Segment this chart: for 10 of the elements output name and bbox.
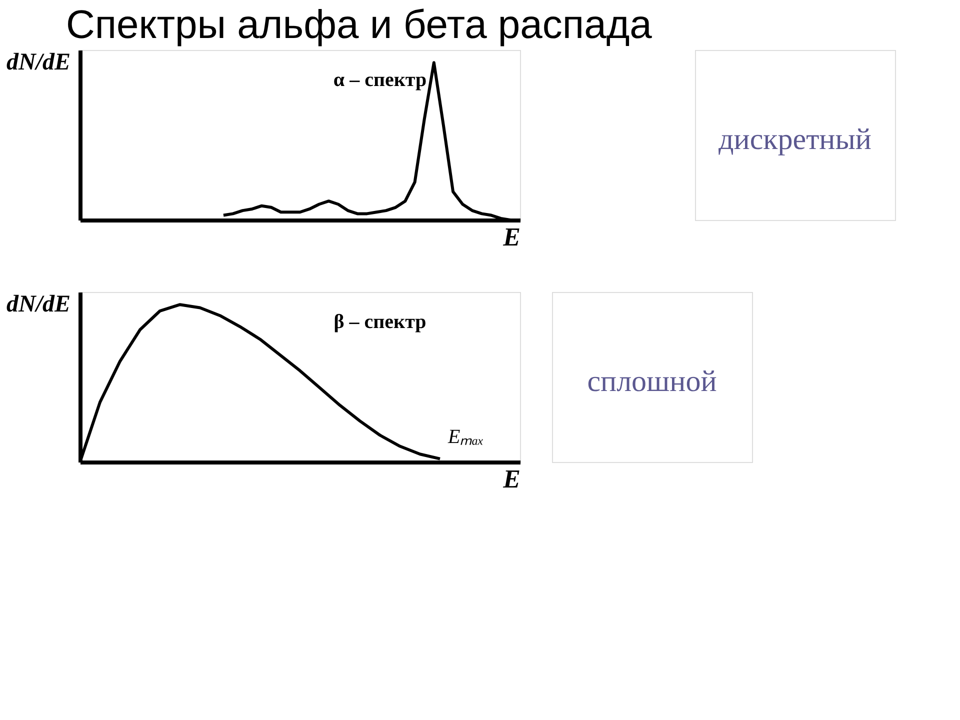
annotation: α – спектр: [333, 69, 427, 91]
text: сплошной: [587, 365, 717, 398]
chart-title: Спектры альфа и бета распада: [66, 3, 653, 47]
annotation: β – спектр: [334, 311, 426, 333]
text: дискретный: [718, 123, 872, 156]
annotation: Eₘₐₓ: [447, 426, 484, 448]
y-axis-title: dN/dE: [6, 292, 70, 318]
x-axis-title: E: [502, 222, 520, 252]
x-axis-title: E: [502, 464, 520, 494]
y-axis-title: dN/dE: [6, 50, 70, 76]
